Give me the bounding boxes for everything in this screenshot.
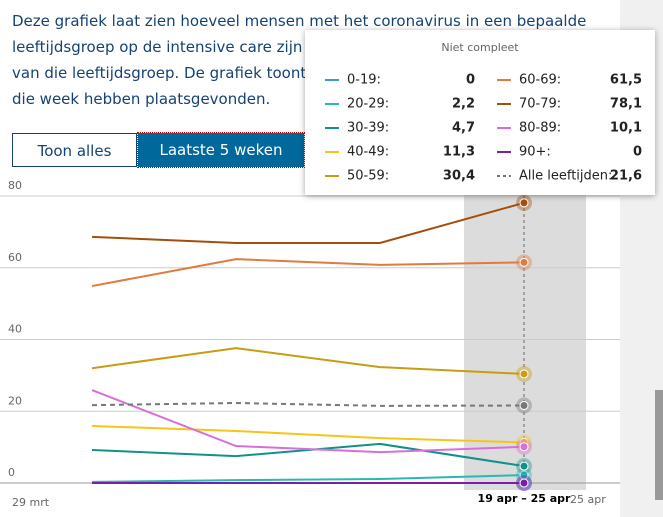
legend-label: 80-89: (519, 121, 561, 136)
hover-point (519, 461, 529, 471)
series-line (91, 389, 525, 454)
paragraph-line: van die leeftijdsgroep. De grafiek toont… (12, 64, 321, 82)
legend-label: 30-39: (347, 121, 389, 136)
y-tick-label: 0 (8, 466, 15, 479)
legend-label: 20-29: (347, 97, 389, 112)
tooltip: Niet compleet 0-19: 0 20-29: 2,2 30-39: 4,7 40… (305, 30, 655, 195)
series-line (91, 401, 525, 407)
tooltip-value: 4,7 (452, 121, 475, 136)
x-tick-label: 19 apr – 25 apr (478, 492, 571, 505)
paragraph-line: die week hebben plaatsgevonden. (12, 90, 271, 108)
hover-point (519, 401, 529, 411)
tooltip-content: Niet compleet 0-19: 0 20-29: 2,2 30-39: 4,7 40… (325, 41, 642, 184)
y-tick-label: 60 (8, 251, 22, 264)
hover-point (519, 257, 529, 267)
tooltip-title: Niet compleet (441, 41, 519, 54)
tooltip-value: 61,5 (610, 73, 642, 88)
x-axis-label: 25 apr (570, 493, 606, 506)
tooltip-value: 21,6 (610, 169, 642, 184)
highlight-band (464, 175, 586, 490)
series-line (91, 474, 525, 483)
button-active[interactable]: Laatste 5 weken (137, 132, 305, 168)
legend-label: 90+: (519, 145, 551, 160)
hover-point (519, 442, 529, 452)
legend-label: 60-69: (519, 73, 561, 88)
scrollbar[interactable] (655, 390, 663, 500)
tooltip-value: 30,4 (443, 169, 475, 184)
tooltip-value: 0 (466, 73, 475, 88)
hover-point (519, 198, 529, 208)
legend-label: Alle leeftijden: (519, 169, 612, 184)
x-axis-label: 29 mrt (12, 496, 50, 509)
y-tick-label: 80 (8, 179, 22, 192)
series-line (91, 201, 525, 244)
hover-point (519, 478, 529, 488)
series-line (91, 347, 525, 375)
tooltip-value: 0 (633, 145, 642, 160)
series-line (91, 258, 525, 288)
y-tick-label: 40 (8, 323, 22, 336)
tooltip-value: 2,2 (452, 97, 475, 112)
hover-point (519, 369, 529, 379)
legend-label: 40-49: (347, 145, 389, 160)
tooltip-value: 11,3 (443, 145, 475, 160)
y-tick-label: 20 (8, 394, 22, 407)
paragraph-line: Deze grafiek laat zien hoeveel mensen me… (12, 12, 587, 30)
legend-label: 50-59: (347, 169, 389, 184)
button[interactable]: Toon alles (12, 133, 137, 167)
legend-label: 70-79: (519, 97, 561, 112)
legend-label: 0-19: (347, 73, 381, 88)
tooltip-value: 10,1 (610, 121, 642, 136)
series-line (91, 442, 525, 468)
paragraph-line: leeftijdsgroep op de intensive care zijn… (12, 38, 326, 56)
tooltip-value: 78,1 (610, 97, 642, 112)
series-line (91, 424, 525, 444)
